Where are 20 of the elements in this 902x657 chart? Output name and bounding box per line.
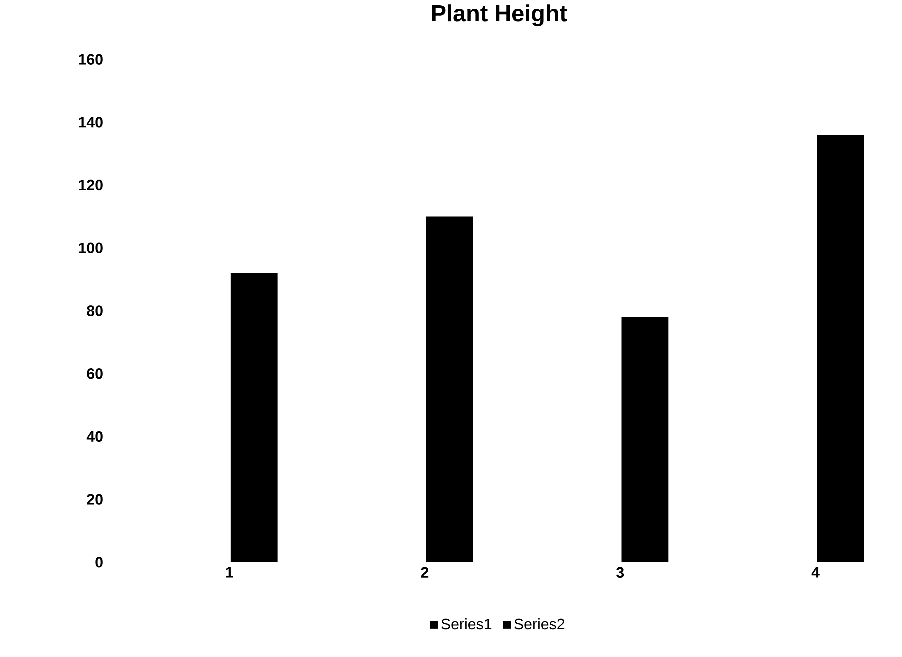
- y-tick-label: 160: [79, 54, 103, 65]
- legend-label: Series1: [442, 618, 492, 630]
- y-tick-label: 140: [79, 117, 103, 128]
- y-tick-label: 80: [87, 306, 103, 316]
- bar: [426, 216, 474, 562]
- legend-label: Series2: [514, 618, 565, 630]
- bar: [817, 135, 864, 562]
- bar: [230, 273, 278, 562]
- y-tick-label: 100: [79, 242, 103, 254]
- y-tick-label: 0: [96, 557, 103, 568]
- y-tick-label: 120: [79, 180, 103, 191]
- y-tick-label: 60: [87, 368, 103, 380]
- chart-title: Plant Height: [432, 4, 568, 27]
- x-tick-label: 1: [226, 567, 234, 578]
- y-tick-label: 40: [86, 431, 103, 442]
- x-tick-label: 4: [812, 567, 820, 578]
- x-tick-label: 3: [616, 567, 624, 578]
- bar: [622, 317, 669, 562]
- y-tick-label: 20: [87, 494, 103, 505]
- x-tick-label: 2: [421, 567, 429, 578]
